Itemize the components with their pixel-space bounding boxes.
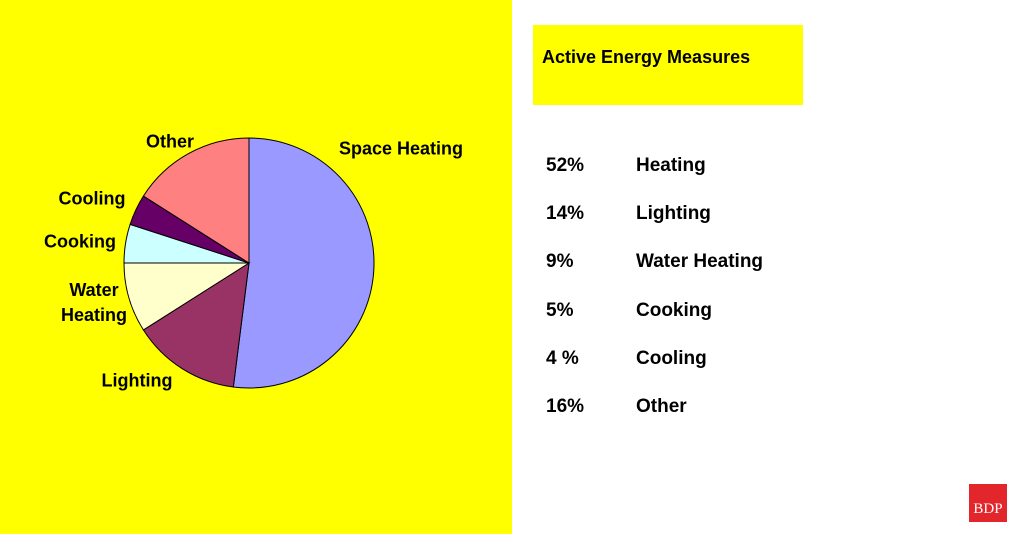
row-label: Lighting xyxy=(636,203,711,225)
pie-slice xyxy=(142,137,250,264)
pie-slice xyxy=(232,137,375,389)
pie-slice xyxy=(142,262,250,388)
panel-title: Active Energy Measures xyxy=(542,47,751,67)
slice-label: Space Heating xyxy=(338,138,464,159)
row-label: Water Heating xyxy=(636,251,764,273)
slice-label: Lighting xyxy=(101,370,173,391)
row-label: Heating xyxy=(636,155,706,176)
row-label: Other xyxy=(636,396,687,417)
row-percent: 4 % xyxy=(546,347,579,369)
title-box: Active Energy Measures xyxy=(533,25,803,105)
slice-label: Cooling xyxy=(58,188,126,209)
row-percent: 9% xyxy=(546,251,574,273)
slice-label: Other xyxy=(145,131,195,152)
row-label: Cooling xyxy=(636,347,707,369)
slice-label: Water Heating xyxy=(60,280,127,325)
row-label: Cooking xyxy=(636,299,712,321)
chart-panel: Space Heating Lighting Water Heating Cookin… xyxy=(0,0,512,534)
row-percent: 16% xyxy=(546,396,585,417)
row-percent: 5% xyxy=(546,299,574,321)
slice-label: Cooking xyxy=(44,231,116,252)
logo: BDP xyxy=(969,484,1007,522)
row-percent: 14% xyxy=(546,203,585,225)
pie-chart xyxy=(123,137,375,389)
row-percent: 52% xyxy=(546,155,585,176)
